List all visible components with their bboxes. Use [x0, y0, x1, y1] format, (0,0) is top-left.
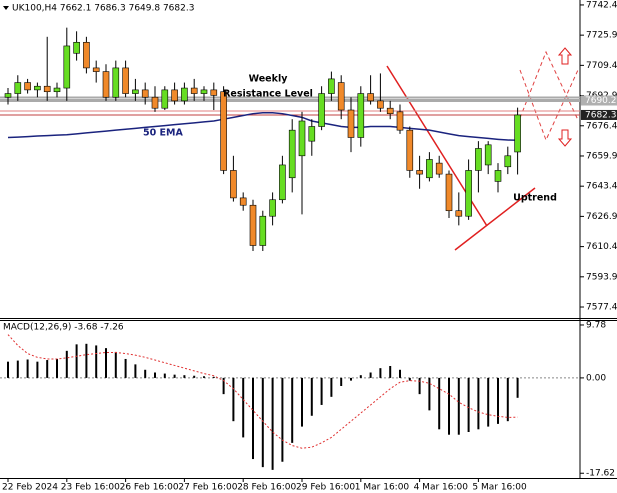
annotation: Resistance Level — [223, 89, 313, 100]
candle-body — [53, 87, 61, 93]
menu-triangle — [3, 6, 9, 10]
chart-title: UK100,H4 7662.1 7686.3 7649.8 7682.3 — [12, 4, 194, 14]
y-tick-label: 7593.9 — [586, 272, 617, 282]
candle-body — [328, 78, 335, 94]
macd-title: MACD(12,26,9) -3.68 -7.26 — [3, 323, 124, 333]
x-tick-label: 27 Feb 16:00 — [178, 483, 237, 493]
level-label-box — [581, 95, 617, 106]
candle-body — [279, 164, 286, 201]
candle-body — [14, 82, 22, 94]
x-tick-label: 5 Mar 16:00 — [472, 483, 527, 493]
candle-body — [161, 89, 169, 109]
annotation: Uptrend — [513, 193, 557, 204]
candle-body — [445, 173, 453, 212]
candle-body — [112, 67, 120, 98]
annotation: Weekly — [249, 74, 289, 85]
candle-body — [504, 155, 512, 168]
x-tick-label: 29 Feb 16:00 — [296, 483, 355, 493]
candle-body — [455, 210, 463, 217]
candle-body — [377, 100, 384, 109]
candle-body — [102, 71, 110, 98]
candle-body — [367, 93, 374, 102]
signal-line — [7, 334, 518, 449]
y-tick-label: 0.00 — [586, 373, 606, 383]
candle-body — [347, 109, 355, 138]
candle-body — [141, 89, 149, 98]
y-tick-label: -17.62 — [586, 469, 615, 479]
candle-body — [494, 170, 502, 182]
x-tick-label: 23 Feb 16:00 — [61, 483, 120, 493]
candle-body — [318, 93, 325, 127]
candle-body — [132, 89, 139, 94]
candle-body — [151, 96, 159, 109]
candle-body — [484, 144, 492, 166]
candle-body — [63, 45, 71, 89]
level-label: 7690.2 — [585, 96, 617, 106]
y-tick-label: 7725.9 — [586, 31, 617, 41]
y-tick-label: 7643.4 — [586, 182, 617, 192]
trend-line — [454, 187, 536, 251]
y-tick-label: 7709.4 — [586, 61, 617, 71]
candle-body — [83, 41, 90, 69]
candle-body — [73, 41, 80, 54]
candle-body — [122, 67, 129, 94]
candle-body — [200, 89, 208, 94]
candle-body — [406, 129, 414, 171]
y-tick-label: 7659.9 — [586, 151, 617, 161]
candle-body — [514, 114, 521, 153]
candle-body — [416, 170, 423, 175]
y-tick-label: 7676.4 — [586, 121, 617, 131]
candle-body — [465, 170, 472, 217]
ema-line — [7, 112, 518, 141]
candle-body — [4, 93, 12, 98]
candle-body — [475, 148, 482, 171]
candle-body — [337, 82, 345, 111]
down-arrow — [557, 129, 573, 147]
y-tick-label: 7577.4 — [586, 303, 617, 313]
candle-body — [249, 204, 257, 246]
candle-body — [92, 67, 100, 72]
x-tick-label: 22 Feb 2024 — [2, 483, 58, 493]
candle-body — [308, 126, 316, 142]
y-tick-label: 9.78 — [586, 320, 606, 330]
candle-body — [190, 87, 198, 94]
candle-body — [34, 85, 41, 91]
y-tick-label: 7626.9 — [586, 212, 617, 222]
candle-body — [269, 199, 276, 217]
candle-body — [288, 129, 296, 179]
candle-body — [230, 170, 237, 199]
candle-body — [24, 82, 31, 91]
price-label-box — [581, 109, 617, 120]
y-tick-label: 7742.4 — [586, 0, 617, 10]
series-label: 50 EMA — [143, 128, 183, 139]
x-tick-label: 28 Feb 16:00 — [237, 483, 296, 493]
y-tick-label: 7610.4 — [586, 242, 617, 252]
candle-body — [426, 159, 433, 179]
candle-body — [210, 89, 218, 96]
candle-body — [435, 162, 443, 175]
x-tick-label: 4 Mar 16:00 — [414, 483, 469, 493]
candle-body — [259, 215, 267, 246]
price-label: 7682.3 — [585, 110, 617, 120]
candle-body — [298, 120, 306, 157]
candle-body — [171, 89, 178, 102]
candle-body — [181, 87, 188, 102]
candle-body — [239, 197, 247, 206]
candle-body — [220, 91, 227, 171]
x-tick-label: 1 Mar 16:00 — [355, 483, 410, 493]
x-tick-label: 26 Feb 16:00 — [120, 483, 179, 493]
up-arrow — [557, 47, 573, 65]
candle-body — [43, 85, 51, 93]
candle-body — [357, 93, 365, 138]
projection — [519, 69, 579, 142]
candle-body — [386, 107, 394, 114]
candle-body — [396, 111, 404, 131]
